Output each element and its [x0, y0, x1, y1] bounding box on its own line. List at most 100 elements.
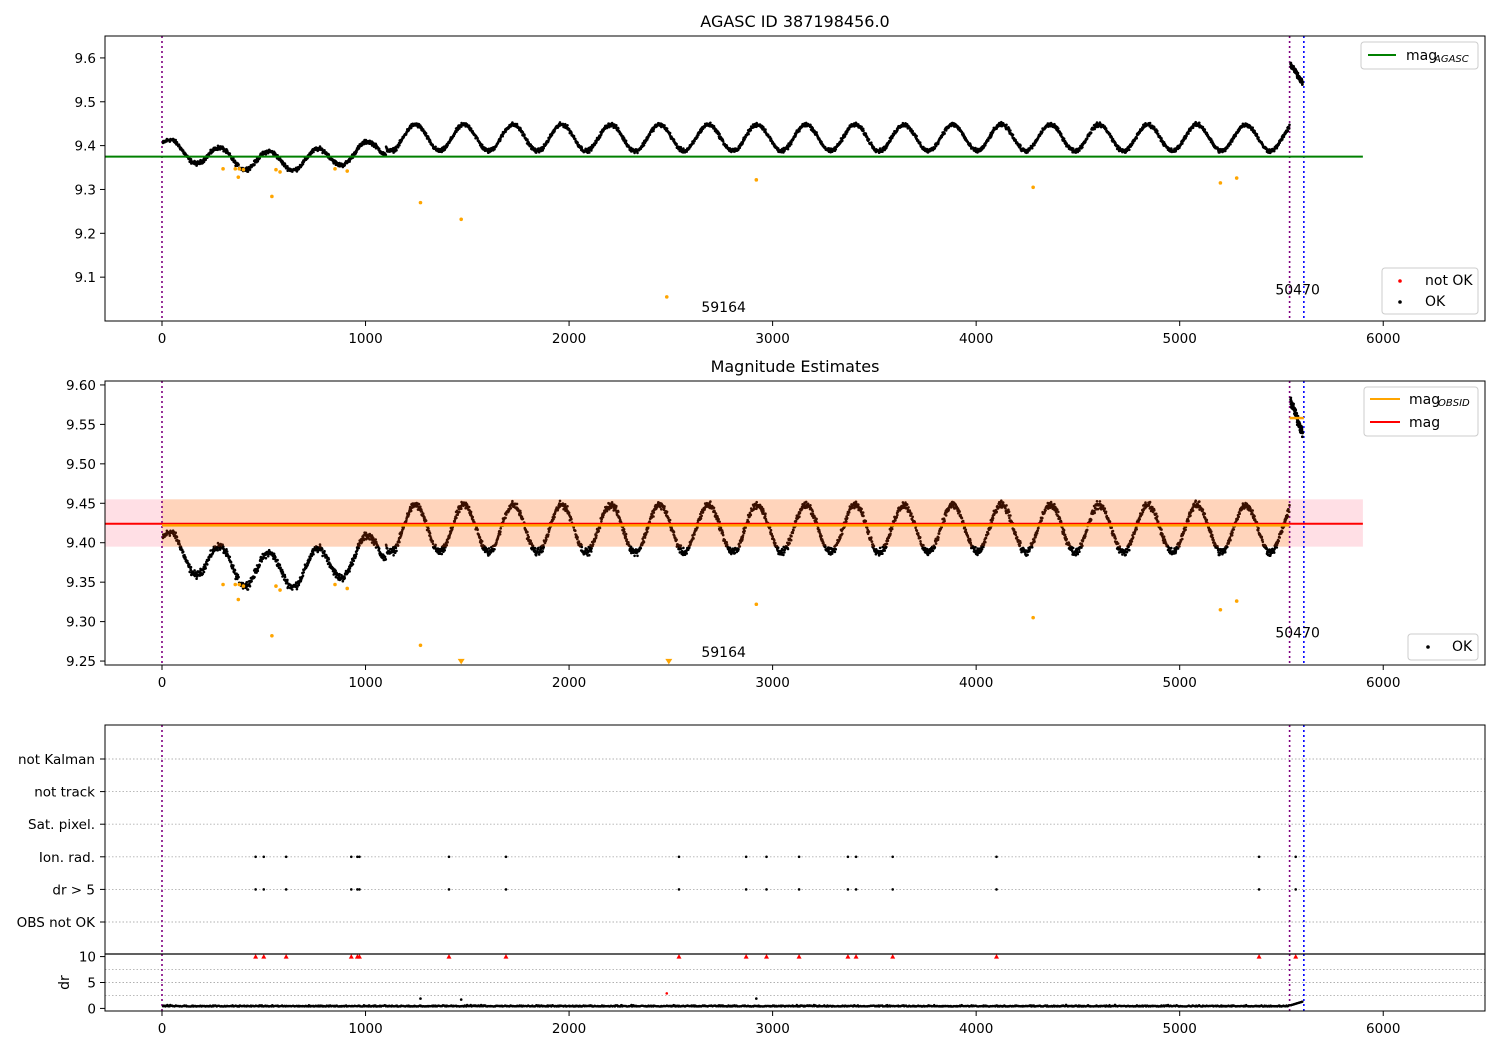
ok-point [558, 121, 562, 124]
outlier-point [233, 167, 238, 171]
ok-point [493, 548, 496, 551]
ok-point [1234, 134, 1237, 138]
ok-point [499, 530, 502, 533]
ok-point [398, 144, 401, 147]
ok-point [665, 127, 669, 130]
ok-point [505, 513, 508, 516]
ok-point [1135, 136, 1138, 140]
ok-point [354, 555, 358, 558]
ok-point [455, 516, 458, 520]
ok-point [241, 581, 245, 585]
ok-point [232, 157, 235, 160]
ok-point [1078, 149, 1081, 152]
ok-point [207, 558, 211, 561]
ok-point [476, 137, 479, 140]
ok-point [1287, 127, 1291, 130]
ok-point [446, 541, 449, 544]
ok-point [1255, 132, 1259, 136]
ok-point [594, 536, 598, 540]
ok-point [341, 579, 345, 583]
ok-point [986, 139, 990, 142]
ok-point [598, 526, 602, 530]
ok-point [228, 152, 232, 155]
ok-point [189, 565, 193, 569]
ok-point [509, 506, 513, 510]
ok-point [545, 538, 548, 541]
ok-point [327, 558, 331, 561]
ok-point [409, 509, 413, 513]
ok-point [417, 502, 421, 506]
ok-point [521, 131, 525, 134]
ok-point [1128, 148, 1131, 152]
ok-point [1033, 143, 1036, 147]
ok-point [229, 560, 233, 564]
outlier-point [754, 178, 759, 182]
ok-point [424, 519, 428, 522]
ok-point [918, 141, 922, 144]
ok-point [526, 530, 529, 534]
ok-point [248, 168, 252, 172]
ok-point [385, 544, 388, 548]
ok-point [682, 147, 685, 150]
ok-point [1065, 142, 1068, 145]
ok-point [246, 170, 250, 173]
ok-point [529, 539, 532, 543]
ok-point [206, 563, 209, 566]
ok-point [323, 549, 326, 553]
ok-point [264, 152, 268, 156]
ok-point [321, 548, 324, 551]
ok-point [1156, 132, 1160, 136]
ok-point [225, 550, 229, 553]
plot-area [105, 36, 1485, 321]
ok-point [527, 535, 530, 539]
ok-point [286, 165, 289, 168]
outlier-point [274, 167, 278, 172]
ok-point [469, 510, 473, 514]
ok-point [394, 546, 398, 550]
ok-point [204, 158, 207, 162]
ok-point [709, 121, 712, 125]
ok-point [355, 552, 358, 556]
ok-point [440, 552, 444, 556]
ok-point [427, 527, 430, 530]
ok-point [1062, 137, 1066, 140]
ok-point [174, 531, 177, 534]
ok-point [237, 575, 240, 579]
ok-point [533, 546, 537, 550]
ok-point [1198, 121, 1201, 125]
ok-point [615, 124, 618, 127]
ok-point [574, 529, 577, 533]
ok-point [264, 556, 268, 560]
outlier-point [1218, 181, 1223, 185]
ok-point [443, 549, 447, 552]
ok-point [467, 124, 471, 127]
ok-point [747, 132, 750, 136]
ok-point [764, 128, 767, 131]
ok-point [1148, 121, 1152, 125]
ok-point [648, 133, 652, 136]
ok-point [301, 162, 305, 166]
ok-point [357, 546, 361, 550]
ok-point [301, 574, 305, 577]
ok-point [590, 550, 593, 553]
outlier-point [1031, 185, 1035, 190]
ok-point [911, 129, 914, 133]
ok-point [675, 142, 678, 146]
ok-point [588, 151, 591, 154]
ok-point [870, 141, 873, 144]
ok-point [574, 137, 577, 141]
ok-point [358, 544, 361, 547]
ok-point [236, 573, 240, 577]
ok-point [834, 148, 838, 151]
ok-point [1296, 71, 1300, 75]
ok-point [202, 570, 206, 574]
ok-point [1009, 129, 1012, 132]
ok-point [181, 550, 185, 553]
ok-point [636, 151, 639, 155]
ok-point [309, 557, 312, 560]
ok-point [189, 157, 193, 161]
ok-point [384, 153, 388, 157]
ok-point [1251, 126, 1254, 129]
ok-point [233, 159, 237, 163]
